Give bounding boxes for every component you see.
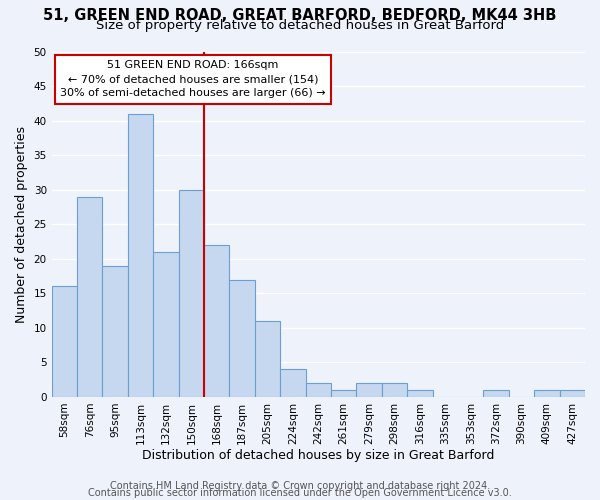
Bar	[153, 252, 179, 397]
Bar	[255, 321, 280, 397]
Y-axis label: Number of detached properties: Number of detached properties	[15, 126, 28, 322]
Bar	[331, 390, 356, 397]
Bar	[356, 383, 382, 397]
Bar	[204, 245, 229, 397]
Bar	[179, 190, 204, 397]
Bar	[305, 383, 331, 397]
Text: Size of property relative to detached houses in Great Barford: Size of property relative to detached ho…	[96, 19, 504, 32]
Bar	[128, 114, 153, 397]
Text: 51 GREEN END ROAD: 166sqm
← 70% of detached houses are smaller (154)
30% of semi: 51 GREEN END ROAD: 166sqm ← 70% of detac…	[60, 60, 326, 98]
Bar	[534, 390, 560, 397]
Bar	[280, 370, 305, 397]
Bar	[229, 280, 255, 397]
Bar	[103, 266, 128, 397]
Text: Contains public sector information licensed under the Open Government Licence v3: Contains public sector information licen…	[88, 488, 512, 498]
Bar	[382, 383, 407, 397]
Text: Contains HM Land Registry data © Crown copyright and database right 2024.: Contains HM Land Registry data © Crown c…	[110, 481, 490, 491]
Bar	[560, 390, 585, 397]
Bar	[77, 196, 103, 397]
X-axis label: Distribution of detached houses by size in Great Barford: Distribution of detached houses by size …	[142, 450, 494, 462]
Bar	[52, 286, 77, 397]
Bar	[484, 390, 509, 397]
Bar	[407, 390, 433, 397]
Text: 51, GREEN END ROAD, GREAT BARFORD, BEDFORD, MK44 3HB: 51, GREEN END ROAD, GREAT BARFORD, BEDFO…	[43, 8, 557, 22]
